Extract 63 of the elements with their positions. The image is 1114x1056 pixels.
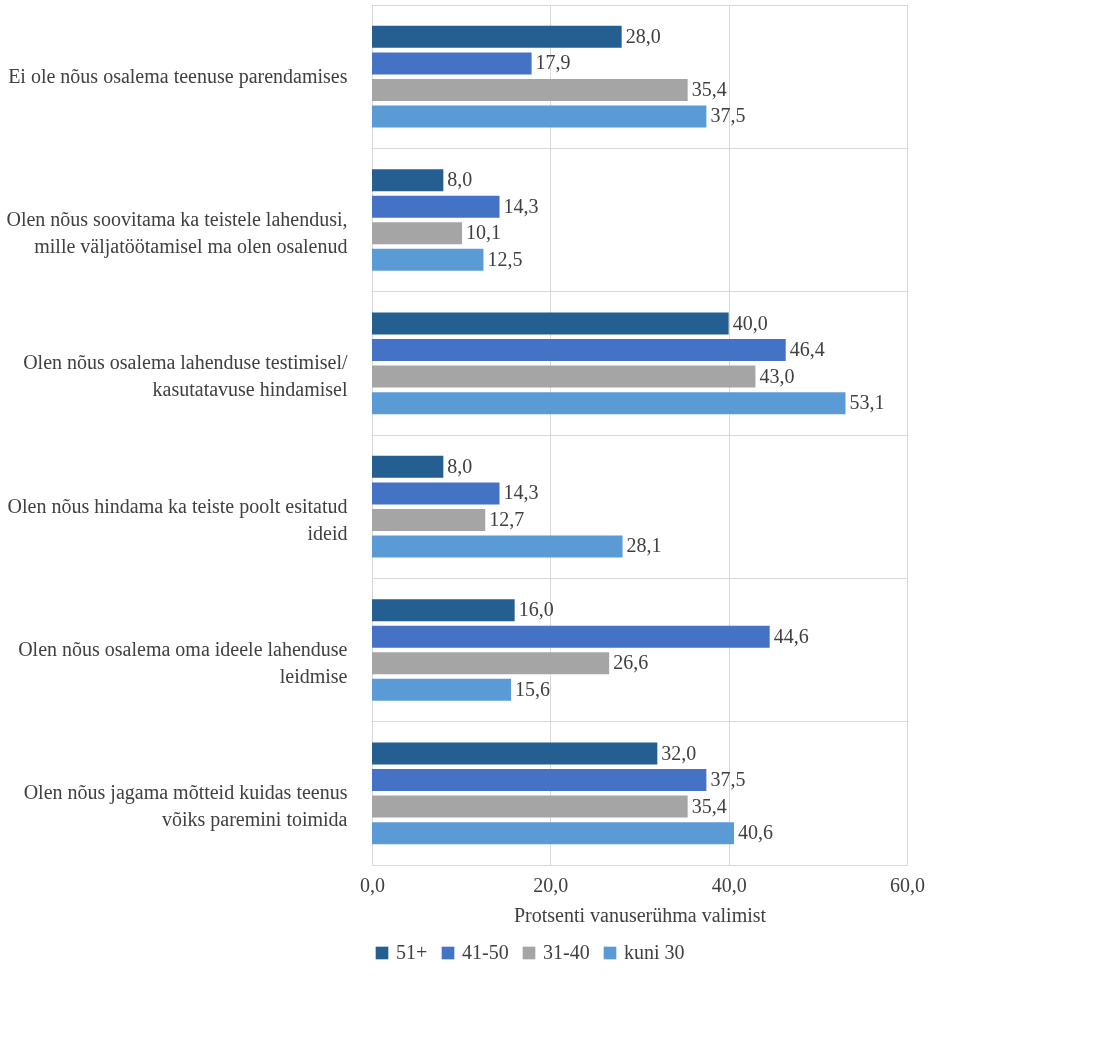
bar [372, 652, 610, 675]
y-tick-label: Olen nõus jagama mõtteid kuidas teenus võiks paremini toimida [23, 781, 348, 832]
legend-label: 41-50 [462, 941, 509, 963]
data-label: 16,0 [518, 598, 554, 621]
y-tick-label: Olen nõus hindama ka teiste poolt esitatud ideid [7, 494, 348, 544]
data-label: 12,7 [489, 507, 525, 530]
x-tick-label: 0,0 [360, 873, 385, 896]
x-axis-title: Protsenti vanuserühma valimist [513, 903, 767, 926]
x-tick-label: 20,0 [533, 873, 569, 896]
data-label: 28,0 [625, 24, 661, 47]
bar [372, 742, 658, 765]
bar [372, 599, 515, 622]
bar [372, 535, 623, 558]
y-tick-label: Olen nõus soovitama ka teistele lahendusi, mille väljatöötamisel ma olen osalenud [6, 208, 348, 258]
data-label: 8,0 [447, 168, 473, 191]
data-label: 46,4 [789, 338, 825, 361]
x-tick-label: 40,0 [711, 873, 747, 896]
bar [372, 625, 770, 648]
bar [372, 365, 756, 388]
bar [372, 482, 500, 505]
bar [372, 678, 512, 701]
legend-label: kuni 30 [624, 941, 685, 963]
data-label: 14,3 [503, 194, 539, 217]
bar [372, 105, 707, 128]
x-tick-label: 60,0 [890, 873, 925, 896]
bar [372, 312, 729, 335]
y-tick-label: Olen nõus osalema lahenduse testimisel/ kasutatavuse hindamisel [23, 351, 348, 401]
bar [372, 78, 688, 101]
data-label: 40,0 [732, 311, 768, 334]
data-label: 17,9 [535, 51, 571, 74]
bar [372, 795, 688, 818]
data-label: 32,0 [661, 741, 697, 764]
bar [372, 455, 444, 478]
bar [372, 769, 707, 792]
data-label: 43,0 [759, 364, 795, 387]
data-label: 28,1 [626, 534, 662, 557]
bar [372, 52, 532, 75]
data-label: 14,3 [503, 481, 539, 504]
bar [372, 195, 500, 218]
data-label: 35,4 [691, 77, 727, 100]
bar [372, 222, 463, 245]
bar [372, 339, 786, 362]
data-label: 8,0 [447, 454, 473, 477]
bar [372, 25, 622, 48]
data-label: 40,6 [738, 821, 774, 844]
data-label: 44,6 [773, 624, 809, 647]
data-label: 37,5 [710, 104, 746, 127]
data-label: 15,6 [515, 677, 551, 700]
bar [372, 248, 484, 271]
legend-label: 31-40 [543, 941, 590, 963]
data-label: 12,5 [487, 247, 523, 270]
bar [372, 169, 444, 192]
data-label: 35,4 [691, 794, 727, 817]
data-label: 10,1 [466, 221, 502, 244]
bar [372, 508, 486, 531]
y-tick-label: Ei ole nõus osalema teenuse parendamises [8, 64, 348, 88]
data-label: 26,6 [613, 651, 649, 674]
data-label: 53,1 [849, 391, 885, 414]
data-label: 37,5 [710, 768, 746, 791]
y-tick-label: Olen nõus osalema oma ideele lahenduse leidmise [18, 638, 348, 687]
bar [372, 392, 846, 415]
legend-label: 51+ [396, 941, 428, 963]
bar [372, 822, 735, 845]
